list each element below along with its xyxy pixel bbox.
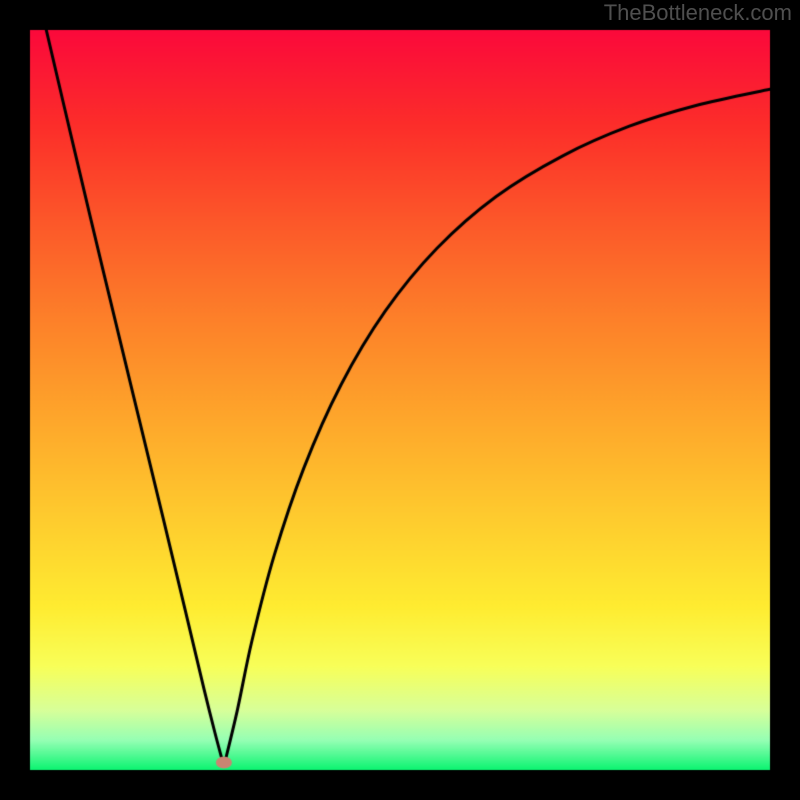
watermark-text: TheBottleneck.com	[604, 0, 792, 26]
chart-plot-area	[0, 0, 800, 800]
chart-canvas	[0, 0, 800, 800]
figure-root: TheBottleneck.com	[0, 0, 800, 800]
